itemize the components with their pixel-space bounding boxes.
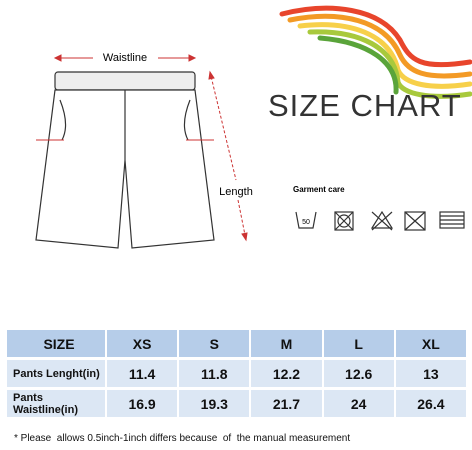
footnote: * Please allows 0.5inch-1inch differs be… [14, 433, 351, 444]
waistline-label: Waistline [103, 52, 147, 64]
illustration: Waistline Length SIZE CHART Garment care… [35, 5, 472, 249]
table-cell: 24 [323, 390, 394, 417]
table-row: Pants Lenght(in) 11.4 11.8 12.2 12.6 13 [7, 360, 466, 387]
table-cell: 11.4 [107, 360, 178, 387]
table-cell: 21.7 [251, 390, 322, 417]
size-table: SIZE XS S M L XL Pants Lenght(in) 11.4 11.8 12.2 1… [5, 327, 468, 420]
measure-arrows [36, 54, 248, 242]
length-label: Length [219, 186, 253, 198]
table-cell: M [251, 330, 322, 357]
table-cell: XL [395, 330, 466, 357]
table-row: Pants Waistline(in) 16.9 19.3 21.7 24 26.4 [7, 390, 466, 417]
table-cell: SIZE [7, 330, 105, 357]
table-cell: S [179, 330, 250, 357]
garment-care: Garment care [293, 185, 345, 194]
table-cell: 19.3 [179, 390, 250, 417]
table-cell: L [323, 330, 394, 357]
table-cell: 26.4 [395, 390, 466, 417]
table-cell: 13 [395, 360, 466, 387]
table-row: SIZE XS S M L XL [7, 330, 466, 357]
shorts [35, 71, 215, 249]
table-cell: 11.8 [179, 360, 250, 387]
wash-temp: 50 [302, 219, 310, 226]
care-icons [295, 210, 465, 231]
table-cell: Pants Lenght(in) [7, 360, 105, 387]
table-cell: 12.2 [251, 360, 322, 387]
swoosh [279, 5, 472, 99]
table-cell: 16.9 [107, 390, 178, 417]
table-cell: XS [107, 330, 178, 357]
table-cell: 12.6 [323, 360, 394, 387]
title: SIZE CHART [268, 88, 462, 123]
table-cell: Pants Waistline(in) [7, 390, 105, 417]
